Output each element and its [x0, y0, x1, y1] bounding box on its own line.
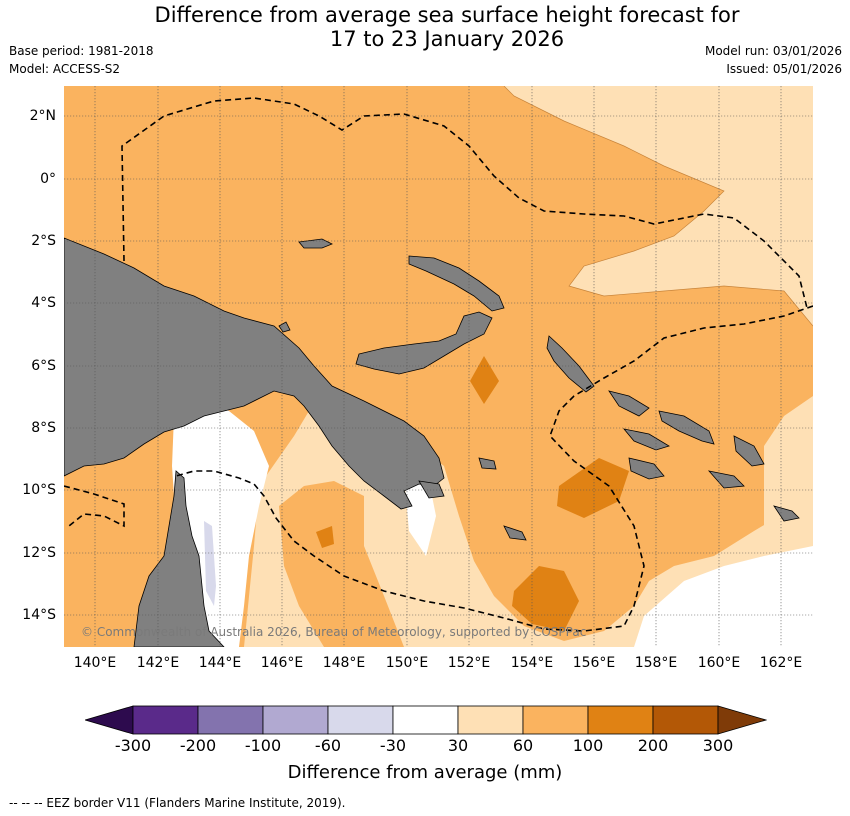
land-dentrecasteaux — [418, 480, 445, 499]
colorbar-tick-label: -300 — [114, 736, 152, 755]
lat-label-14s: 14°S — [22, 607, 56, 623]
lat-label-2s: 2°S — [31, 233, 56, 249]
colorbar-tick-label: 300 — [702, 736, 734, 755]
colorbar-title: Difference from average (mm) — [287, 762, 563, 783]
lon-label-144: 144°E — [198, 655, 242, 671]
lat-label-2n: 2°N — [29, 108, 56, 124]
lon-label-152: 152°E — [447, 655, 491, 671]
land-new-guinea — [64, 237, 445, 510]
colorbar-tick-label: 200 — [637, 736, 669, 755]
anomaly-100-200-patch-2 — [557, 458, 629, 518]
anomaly-100-200-patch-1 — [470, 356, 499, 404]
meta-left: Base period: 1981-2018 Model: ACCESS-S2 — [9, 42, 154, 78]
land-new-georgia — [622, 428, 670, 451]
base-period: Base period: 1981-2018 — [9, 44, 154, 58]
land-new-britain — [355, 311, 493, 375]
colorbar-segment — [262, 705, 329, 735]
colorbar-segment — [522, 705, 589, 735]
map-area — [64, 86, 813, 647]
colorbar-segment — [132, 705, 199, 735]
colorbar-segment — [327, 705, 394, 735]
lat-label-6s: 6°S — [31, 358, 56, 374]
lon-label-150: 150°E — [385, 655, 429, 671]
lon-label-154: 154°E — [510, 655, 554, 671]
meta-right: Model run: 03/01/2026 Issued: 05/01/2026 — [705, 42, 842, 78]
lon-label-140: 140°E — [73, 655, 117, 671]
eez-border-west — [64, 485, 125, 528]
land-rossel — [503, 525, 527, 541]
lon-label-148: 148°E — [322, 655, 366, 671]
land-guadalcanal — [628, 457, 665, 480]
anomaly-30-60-northeast — [504, 86, 813, 326]
colorbar-segment — [197, 705, 264, 735]
eez-border — [121, 97, 813, 632]
colorbar-tick-label: -100 — [244, 736, 282, 755]
lon-label-142: 142°E — [136, 655, 180, 671]
colorbar-segment — [652, 705, 719, 735]
lon-label-158: 158°E — [634, 655, 678, 671]
chart-title: Difference from average sea surface heig… — [0, 3, 850, 51]
title-line-1: Difference from average sea surface heig… — [154, 3, 740, 27]
anomaly-near-zero-southeast — [634, 546, 813, 647]
lat-label-0: 0° — [40, 171, 56, 187]
land-eastern-island — [773, 505, 800, 522]
lat-label-4s: 4°S — [31, 295, 56, 311]
land-bougainville — [546, 335, 595, 393]
title-line-2: 17 to 23 January 2026 — [329, 27, 565, 51]
colorbar-tick-label: 100 — [572, 736, 604, 755]
land-cape-york — [133, 470, 225, 647]
lon-label-162: 162°E — [759, 655, 803, 671]
eez-footnote: -- -- -- EEZ border V11 (Flanders Marine… — [9, 796, 346, 810]
colorbar-segment — [457, 705, 524, 735]
colorbar-segment — [392, 705, 459, 735]
land-santa-isabel — [658, 410, 715, 445]
colorbar-tick-label: -200 — [179, 736, 217, 755]
lat-label-8s: 8°S — [31, 420, 56, 436]
lat-label-10s: 10°S — [22, 482, 56, 498]
lon-label-160: 160°E — [697, 655, 741, 671]
anomaly-60-100-lobe — [279, 481, 404, 647]
colorbar — [85, 705, 767, 735]
colorbar-tick-label: -60 — [314, 736, 342, 755]
colorbar-segment — [587, 705, 654, 735]
lat-label-12s: 12°S — [22, 545, 56, 561]
model-run: Model run: 03/01/2026 — [704, 44, 842, 58]
graticule — [64, 86, 813, 647]
model-name: Model: ACCESS-S2 — [9, 62, 121, 76]
land-new-ireland — [408, 255, 505, 312]
anomaly-negative-tongue — [204, 521, 216, 606]
land-choiseul — [608, 390, 650, 417]
contour-line-ne — [503, 86, 813, 327]
colorbar-tick-label: 60 — [512, 736, 534, 755]
land-malaita — [733, 435, 765, 467]
lon-label-156: 156°E — [572, 655, 616, 671]
issued-date: Issued: 05/01/2026 — [726, 62, 842, 76]
lon-label-146: 146°E — [260, 655, 304, 671]
copyright-text: © Commonwealth of Australia 2026, Bureau… — [81, 625, 587, 639]
colorbar-tick-label: -30 — [379, 736, 407, 755]
colorbar-tick-label: 30 — [447, 736, 469, 755]
colorbar-extend-low — [85, 705, 134, 735]
map-svg — [64, 86, 813, 647]
land-woodlark — [478, 457, 497, 470]
colorbar-extend-high — [717, 705, 767, 735]
anomaly-100-200-patch-4 — [316, 526, 334, 548]
